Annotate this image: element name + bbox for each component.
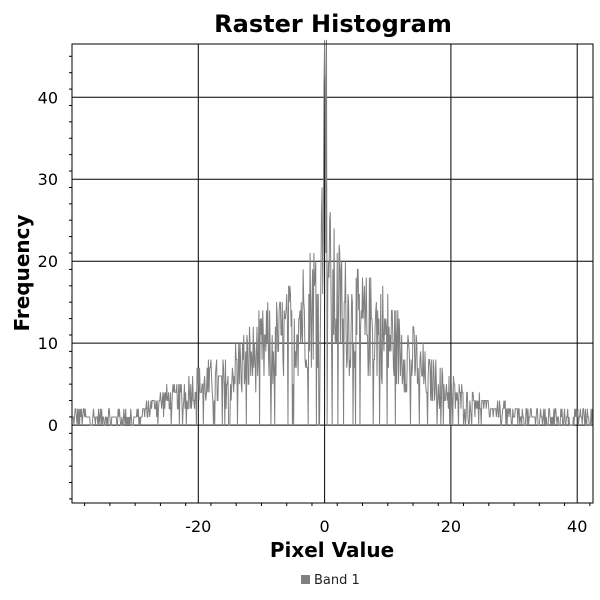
chart-title: Raster Histogram — [214, 10, 452, 38]
y-tick-label: 40 — [38, 88, 58, 107]
x-tick-label: 40 — [567, 517, 587, 536]
y-tick-label: 30 — [38, 170, 58, 189]
y-tick-label: 10 — [38, 334, 58, 353]
y-tick-label: 0 — [48, 416, 58, 435]
plot-frame — [71, 43, 594, 504]
x-tick-label: -20 — [185, 517, 211, 536]
legend-swatch — [301, 575, 310, 584]
y-axis-label: Frequency — [10, 214, 34, 331]
minor-ticks — [69, 55, 591, 506]
legend: Band 1 — [301, 573, 360, 588]
tick-labels: -20 0 20 40 0 10 20 30 40 — [38, 88, 588, 536]
x-tick-label: 0 — [320, 517, 330, 536]
x-axis-label: Pixel Value — [270, 538, 394, 562]
x-tick-label: 20 — [441, 517, 461, 536]
legend-label: Band 1 — [314, 573, 360, 588]
series-band-1-line — [72, 39, 594, 426]
y-tick-label: 20 — [38, 252, 58, 271]
series-layer — [72, 39, 594, 426]
